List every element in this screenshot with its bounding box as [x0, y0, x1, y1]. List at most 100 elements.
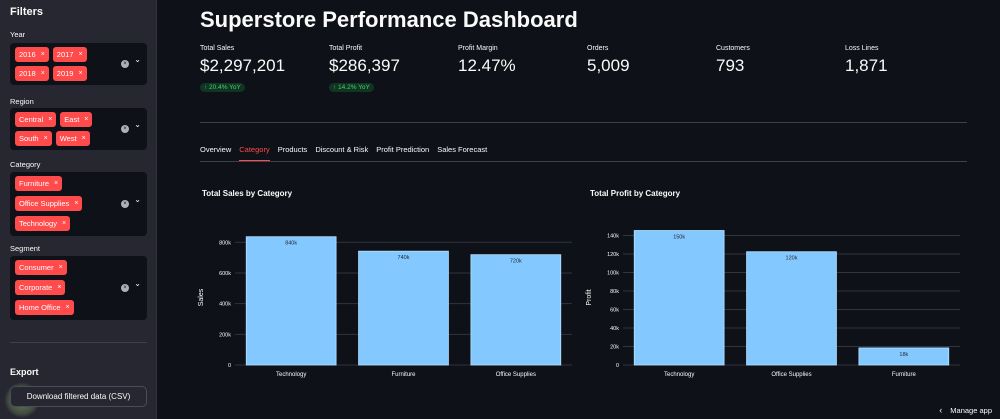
sidebar-divider — [10, 342, 147, 343]
metric-value: 1,871 — [845, 56, 888, 75]
chip-label: 2018 — [19, 69, 36, 78]
metric-label: Total Sales — [200, 45, 235, 52]
bar-technology[interactable] — [633, 230, 725, 366]
chip-label: Office Supplies — [19, 199, 70, 208]
y-tick-label: 40k — [610, 326, 619, 332]
chip-remove-icon[interactable]: × — [78, 70, 83, 77]
sidebar-title: Filters — [10, 6, 44, 18]
chip-remove-icon[interactable]: × — [40, 70, 45, 77]
x-tick-label: Technology — [276, 372, 306, 378]
chip-label: 2019 — [56, 69, 74, 78]
chip-remove-icon[interactable]: × — [58, 264, 63, 271]
profit-chart-title: Total Profit by Category — [590, 189, 681, 198]
filter-chip[interactable]: West × — [55, 131, 90, 146]
chip-label: Corporate — [19, 283, 53, 292]
x-tick-label: Furniture — [892, 372, 917, 378]
region-multiselect[interactable]: Central × East × South × West × × ⌄ — [10, 108, 147, 150]
x-tick-label: Technology — [664, 372, 694, 378]
chip-remove-icon[interactable]: × — [65, 304, 70, 311]
x-tick-label: Office Supplies — [496, 372, 536, 378]
data-label: 150k — [673, 235, 685, 241]
metric-total-sales: Total Sales $2,297,201 ↑ 20.4% YoY — [200, 45, 320, 94]
filter-chip[interactable]: Central × — [15, 112, 57, 127]
page-title: Superstore Performance Dashboard — [200, 7, 578, 32]
filter-chip[interactable]: Technology × — [15, 216, 71, 231]
filter-chip[interactable]: 2019 × — [52, 66, 87, 81]
tab-discount-risk[interactable]: Discount & Risk — [315, 145, 369, 154]
chip-label: Home Office — [19, 303, 61, 312]
bar-technology[interactable] — [245, 236, 337, 366]
filter-chip[interactable]: South × — [15, 131, 52, 146]
main-content: Superstore Performance Dashboard Total S… — [157, 0, 1000, 419]
y-tick-label: 200k — [219, 332, 231, 338]
chip-remove-icon[interactable]: × — [74, 200, 79, 207]
filter-chip[interactable]: Home Office × — [15, 300, 74, 315]
chip-remove-icon[interactable]: × — [43, 135, 48, 142]
chip-label: Furniture — [19, 179, 50, 188]
filter-chip[interactable]: 2016 × — [15, 47, 49, 62]
y-axis-label: Sales — [198, 288, 205, 306]
chip-remove-icon[interactable]: × — [61, 220, 67, 227]
bar-furniture[interactable] — [858, 347, 950, 366]
x-tick-label: Office Supplies — [771, 372, 811, 378]
filter-chip[interactable]: East × — [60, 112, 93, 127]
metric-label: Loss Lines — [845, 45, 879, 52]
y-tick-label: 120k — [607, 252, 619, 258]
metric-label: Customers — [716, 45, 750, 52]
year-multiselect[interactable]: 2016 × 2017 × 2018 × 2019 × × ⌄ — [10, 43, 147, 85]
filter-chip[interactable]: Consumer × — [15, 260, 67, 275]
metric-value: $2,297,201 — [200, 56, 286, 75]
y-tick-label: 100k — [607, 271, 619, 277]
bar-office-supplies[interactable] — [470, 254, 562, 366]
clear-all-icon[interactable]: × — [121, 60, 129, 68]
manage-app-button[interactable]: ‹ Manage app — [939, 405, 992, 415]
chevron-left-icon: ‹ — [939, 405, 943, 415]
y-tick-label: 80k — [610, 289, 619, 295]
x-tick-label: Furniture — [391, 372, 416, 378]
chevron-down-icon[interactable]: ⌄ — [134, 55, 141, 64]
tab-sales-forecast[interactable]: Sales Forecast — [437, 145, 488, 154]
clear-all-icon[interactable]: × — [121, 284, 129, 292]
metric-customers: Customers 793 — [716, 45, 836, 76]
metric-loss-lines: Loss Lines 1,871 — [845, 45, 965, 76]
filter-chip[interactable]: Corporate × — [15, 280, 66, 295]
tab-overview[interactable]: Overview — [200, 145, 232, 154]
chip-remove-icon[interactable]: × — [84, 116, 89, 123]
y-tick-label: 0 — [616, 363, 619, 369]
clear-all-icon[interactable]: × — [121, 125, 129, 133]
metric-orders: Orders 5,009 — [587, 45, 707, 76]
download-csv-button[interactable]: Download filtered data (CSV) — [10, 386, 147, 407]
chip-remove-icon[interactable]: × — [54, 180, 59, 187]
chip-remove-icon[interactable]: × — [81, 135, 86, 142]
clear-all-icon[interactable]: × — [121, 200, 129, 208]
chevron-down-icon[interactable]: ⌄ — [134, 195, 141, 204]
tab-category[interactable]: Category — [239, 145, 271, 161]
chevron-down-icon[interactable]: ⌄ — [134, 120, 141, 129]
y-tick-label: 140k — [607, 234, 619, 240]
bar-furniture[interactable] — [358, 250, 449, 366]
bar-office-supplies[interactable] — [746, 251, 837, 366]
y-tick-label: 400k — [219, 302, 231, 308]
chip-remove-icon[interactable]: × — [48, 116, 53, 123]
filter-chip[interactable]: 2018 × — [15, 66, 49, 81]
data-label: 120k — [786, 256, 798, 262]
chip-label: Consumer — [19, 263, 54, 272]
year-filter-label: Year — [10, 30, 26, 39]
tab-profit-prediction[interactable]: Profit Prediction — [376, 145, 430, 154]
filter-chip[interactable]: 2017 × — [52, 47, 87, 62]
filter-chip[interactable]: Office Supplies × — [15, 196, 83, 211]
manage-app-label: Manage app — [950, 406, 992, 415]
metric-label: Total Profit — [329, 45, 363, 52]
tab-products[interactable]: Products — [277, 145, 308, 154]
y-tick-label: 800k — [219, 240, 231, 246]
chip-remove-icon[interactable]: × — [57, 284, 62, 291]
filter-chip[interactable]: Furniture × — [15, 176, 63, 191]
segment-multiselect[interactable]: Consumer × Corporate × Home Office × × ⌄ — [10, 256, 147, 320]
chip-label: Central — [19, 115, 44, 124]
metric-delta-badge: ↑ 20.4% YoY — [200, 83, 245, 92]
y-tick-label: 20k — [610, 345, 619, 351]
category-multiselect[interactable]: Furniture × Office Supplies × Technology × × ⌄ — [10, 172, 147, 236]
chip-remove-icon[interactable]: × — [78, 51, 83, 58]
chip-remove-icon[interactable]: × — [40, 51, 45, 58]
chevron-down-icon[interactable]: ⌄ — [134, 279, 141, 288]
